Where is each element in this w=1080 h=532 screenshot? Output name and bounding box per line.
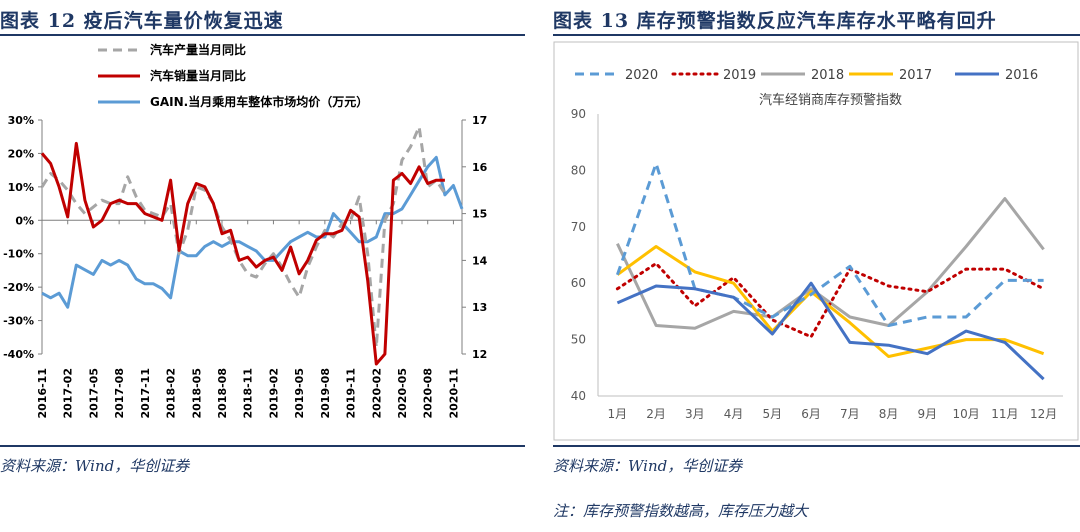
left-chart: 30% 20% 10% 0% -10% -20% -30% -40% 17 16 15 14 13 12 2… xyxy=(3,42,488,419)
right-y-tick-label: 16 xyxy=(472,161,488,174)
series-line-2020 xyxy=(615,162,1044,327)
x-tick-label: 2017-08 xyxy=(113,368,126,419)
legend-label: 2016 xyxy=(1005,68,1038,83)
right-chart: 90 80 70 60 50 40 1月 2月 3月 4月 5月 6月 7月 8月 9月 10月 11月 12月 汽… xyxy=(553,41,1079,441)
right-note: 注：库存预警指数越高，库存压力越大 xyxy=(553,502,809,520)
chart-frame xyxy=(553,41,1079,441)
legend-label: 2018 xyxy=(811,68,844,83)
right-figure-title: 图表 13 库存预警指数反应汽车库存水平略有回升 xyxy=(553,10,997,32)
x-tick-label: 2018-02 xyxy=(165,368,178,419)
legend-label: 2020 xyxy=(625,68,658,83)
x-tick-label: 2017-11 xyxy=(139,368,152,419)
left-y-tick-label: 30% xyxy=(8,114,34,127)
series-line-1 xyxy=(40,141,445,366)
x-tick-label: 2017-02 xyxy=(62,368,75,419)
y-tick-label: 70 xyxy=(571,220,586,234)
x-tick-label: 10月 xyxy=(952,407,979,421)
legend-label: 2019 xyxy=(723,68,756,83)
y-tick-label: 60 xyxy=(571,276,586,290)
right-bottom-rule xyxy=(553,445,1080,447)
x-tick-label: 1月 xyxy=(608,407,628,421)
left-y-tick-label: 0% xyxy=(15,214,34,227)
right-y-tick-label: 13 xyxy=(472,301,487,314)
x-tick-label: 2019-08 xyxy=(319,368,332,419)
legend-label: GAIN.当月乘用车整体市场均价（万元） xyxy=(150,94,368,109)
y-tick-label: 90 xyxy=(571,107,586,121)
x-tick-label: 2016-11 xyxy=(36,368,49,419)
x-tick-label: 7月 xyxy=(840,407,860,421)
x-tick-label: 11月 xyxy=(991,407,1018,421)
x-tick-label: 2020-08 xyxy=(422,368,435,419)
x-tick-label: 2020-02 xyxy=(370,368,383,419)
left-figure: 图表 12 疫后汽车量价恢复迅速 30% 20% 10% 0% -10% -20% -30%… xyxy=(0,0,525,532)
series-line-0 xyxy=(40,125,447,349)
x-tick-label: 2020-05 xyxy=(396,368,409,419)
x-tick-label: 2018-08 xyxy=(216,368,229,419)
x-tick-label: 3月 xyxy=(685,407,705,421)
left-title-rule xyxy=(0,34,525,36)
left-source: 资料来源：Wind，华创证券 xyxy=(0,457,190,475)
x-tick-label: 2018-11 xyxy=(242,368,255,419)
x-tick-label: 2019-05 xyxy=(293,368,306,419)
right-y-tick-label: 15 xyxy=(472,208,487,221)
chart-title: 汽车经销商库存预警指数 xyxy=(759,92,902,108)
series-line-2016 xyxy=(616,281,1045,381)
left-y-tick-label: -20% xyxy=(3,281,34,294)
left-bottom-rule xyxy=(0,445,525,447)
x-tick-label: 12月 xyxy=(1030,407,1057,421)
x-tick-label: 2月 xyxy=(646,407,666,421)
right-y-tick-label: 12 xyxy=(472,348,487,361)
left-figure-title: 图表 12 疫后汽车量价恢复迅速 xyxy=(0,10,284,32)
y-tick-label: 50 xyxy=(571,333,586,347)
x-tick-label: 6月 xyxy=(801,407,821,421)
left-y-tick-label: -40% xyxy=(3,348,34,361)
x-tick-label: 2017-05 xyxy=(87,368,100,419)
x-tick-label: 9月 xyxy=(918,407,938,421)
x-tick-label: 2020-11 xyxy=(447,368,460,419)
x-tick-label: 4月 xyxy=(724,407,744,421)
legend-label: 汽车产量当月同比 xyxy=(150,42,246,57)
left-y-tick-label: 10% xyxy=(8,181,34,194)
left-y-tick-label: -30% xyxy=(3,315,34,328)
x-tick-label: 2018-05 xyxy=(190,368,203,419)
x-tick-label: 2019-02 xyxy=(267,368,280,419)
right-y-tick-label: 14 xyxy=(472,254,488,267)
left-y-tick-label: 20% xyxy=(8,147,34,160)
x-tick-label: 2019-11 xyxy=(345,368,358,419)
legend-label: 2017 xyxy=(899,68,932,83)
x-tick-label: 5月 xyxy=(763,407,783,421)
right-source: 资料来源：Wind，华创证券 xyxy=(553,457,743,475)
right-figure: 图表 13 库存预警指数反应汽车库存水平略有回升 90 80 70 60 50 40 1月 2… xyxy=(553,0,1080,532)
legend-label: 汽车销量当月同比 xyxy=(150,68,246,83)
right-title-rule xyxy=(553,34,1080,36)
right-y-tick-label: 17 xyxy=(472,114,487,127)
series-line-2019 xyxy=(615,262,1046,339)
left-y-tick-label: -10% xyxy=(3,248,34,261)
y-tick-label: 80 xyxy=(571,163,586,177)
x-tick-label: 8月 xyxy=(879,407,899,421)
y-tick-label: 40 xyxy=(571,389,586,403)
